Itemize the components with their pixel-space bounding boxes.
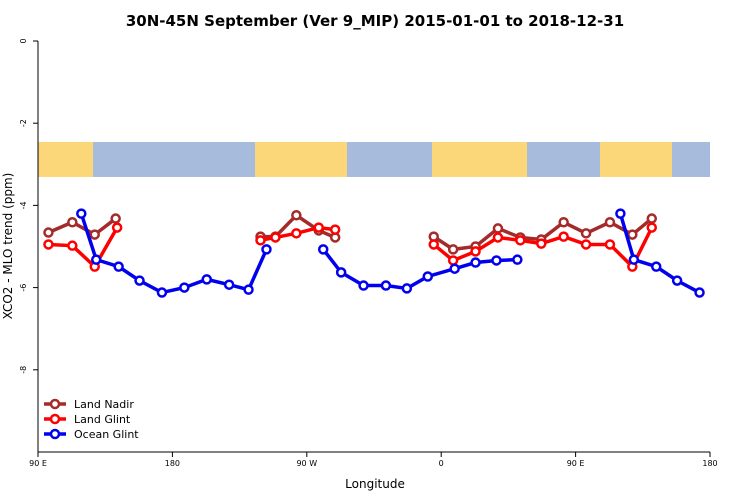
legend-label: Land Nadir: [74, 398, 134, 411]
data-point: [580, 239, 592, 250]
y-tick-label: -2: [19, 119, 28, 127]
data-point: [380, 280, 392, 291]
data-point: [261, 244, 272, 255]
data-point: [615, 208, 626, 219]
data-point: [156, 287, 168, 298]
data-point: [428, 239, 439, 250]
data-point: [89, 229, 100, 240]
x-tick-label: 0: [439, 459, 444, 468]
data-point: [90, 254, 102, 265]
data-point: [536, 238, 547, 249]
x-tick-label: 180: [702, 459, 717, 468]
data-point: [243, 284, 254, 295]
x-tick-label: 90 E: [567, 459, 585, 468]
data-point: [201, 274, 212, 285]
data-point: [223, 279, 235, 290]
x-tick-label: 90 E: [29, 459, 47, 468]
x-tick-label: 180: [165, 459, 180, 468]
data-point: [515, 235, 526, 246]
y-tick-label: 0: [19, 38, 28, 43]
data-point: [291, 228, 302, 239]
data-point: [470, 246, 481, 257]
data-point: [43, 227, 54, 238]
legend-label: Land Glint: [74, 413, 131, 426]
data-point: [401, 283, 413, 294]
data-point: [492, 223, 504, 234]
data-point: [650, 261, 662, 272]
data-point: [604, 239, 616, 250]
data-point: [604, 217, 616, 228]
data-point: [422, 271, 434, 282]
y-tick-label: -8: [19, 366, 28, 374]
data-point: [628, 254, 640, 265]
data-point: [291, 210, 302, 221]
data-point: [67, 240, 78, 251]
data-point: [646, 222, 658, 233]
x-axis-label: Longitude: [345, 477, 405, 491]
data-point: [694, 287, 705, 298]
data-point: [335, 267, 347, 278]
x-tick-label: 90 W: [296, 459, 317, 468]
data-point: [627, 229, 638, 240]
data-point: [255, 235, 266, 246]
data-point: [134, 275, 145, 286]
data-point: [671, 275, 683, 286]
data-point: [110, 213, 121, 224]
data-point: [558, 217, 569, 228]
data-point: [76, 208, 87, 219]
data-point: [580, 228, 592, 239]
data-point: [111, 222, 123, 233]
data-point: [67, 217, 78, 228]
data-point: [449, 263, 460, 274]
data-point: [358, 280, 369, 291]
y-tick-label: -6: [19, 284, 28, 292]
data-point: [447, 255, 459, 266]
data-point: [646, 213, 658, 224]
data-point: [313, 222, 324, 233]
data-point: [512, 254, 523, 265]
data-point: [470, 257, 481, 268]
data-point: [270, 232, 281, 243]
y-axis-label: XCO2 - MLO trend (ppm): [1, 173, 15, 320]
data-point: [558, 231, 569, 242]
legend-label: Ocean Glint: [74, 428, 139, 441]
data-point: [447, 244, 459, 255]
legend-marker: [49, 413, 61, 425]
data-point: [317, 244, 329, 255]
data-point: [179, 282, 190, 293]
legend-marker: [49, 428, 61, 440]
data-point: [329, 224, 341, 235]
y-tick-label: -4: [19, 201, 28, 209]
map-strip: [38, 142, 710, 177]
data-point: [491, 255, 502, 266]
legend-marker: [49, 398, 61, 410]
data-point: [492, 232, 504, 243]
data-point: [43, 239, 54, 250]
data-point: [113, 261, 124, 272]
chart-title: 30N-45N September (Ver 9_MIP) 2015-01-01…: [126, 12, 624, 30]
